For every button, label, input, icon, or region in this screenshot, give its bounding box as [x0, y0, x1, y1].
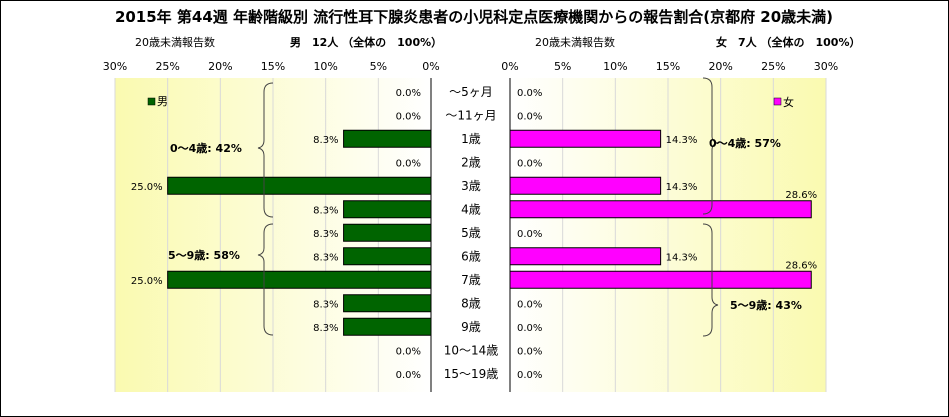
left-data-label: 0.0% [396, 111, 421, 122]
right-tick-label: 30% [814, 60, 838, 73]
left-bar [343, 317, 432, 336]
right-data-label: 14.3% [666, 252, 698, 263]
category-label: 10～14歳 [444, 343, 499, 357]
left-tick-label: 15% [261, 60, 285, 73]
right-data-labels: 0.0% 0.0% 14.3% 0.0% 14.3% 28.6% 0.0% 14.3% 28.6… [517, 88, 817, 381]
right-legend-swatch [773, 97, 782, 106]
category-label: ～5ヶ月 [449, 85, 493, 99]
chart-title: 2015年 第44週 年齢階級別 流行性耳下腺炎患者の小児科定点医療機関からの報… [115, 8, 833, 26]
left-tick-label: 5% [370, 60, 387, 73]
right-tick-label: 15% [656, 60, 680, 73]
category-label: 7歳 [461, 273, 481, 287]
left-bar [343, 129, 432, 148]
right-data-label: 0.0% [517, 229, 542, 240]
right-data-label: 28.6% [785, 190, 817, 201]
left-gridlines [114, 78, 379, 392]
left-bar [343, 247, 432, 266]
category-label: ～11ヶ月 [445, 108, 496, 122]
category-label: 3歳 [461, 179, 481, 193]
left-tick-label: 20% [208, 60, 232, 73]
category-label: 5歳 [461, 226, 481, 240]
right-subtitle-total: 女 7人 （全体の 100%） [716, 35, 860, 49]
right-bar [509, 200, 812, 219]
left-tick-label: 30% [103, 60, 127, 73]
left-subtitle-total: 男 12人 （全体の 100%） [290, 35, 442, 49]
left-group-label-5-9: 5～9歳: 58% [168, 248, 240, 262]
right-tick-labels: 0% 5% 10% 15% 20% 25% 30% [501, 60, 838, 73]
right-data-label: 0.0% [517, 346, 542, 357]
left-data-label: 8.3% [313, 323, 338, 334]
right-tick-label: 5% [554, 60, 571, 73]
right-tick-label: 25% [761, 60, 785, 73]
category-labels: ～5ヶ月 ～11ヶ月 1歳 2歳 3歳 4歳 5歳 6歳 7歳 8歳 9歳 10～14歳 15～19歳 [444, 85, 499, 381]
right-brace-5-9 [702, 223, 719, 337]
right-data-label: 0.0% [517, 111, 542, 122]
right-subtitle-count: 20歳未満報告数 [535, 36, 615, 49]
left-brace-0-4 [257, 82, 274, 218]
right-data-label: 0.0% [517, 88, 542, 99]
left-bar [343, 294, 432, 313]
left-tick-label: 25% [155, 60, 179, 73]
left-bar [167, 270, 432, 289]
category-label: 6歳 [461, 249, 481, 263]
left-tick-labels: 30% 25% 20% 15% 10% 5% 0% [103, 60, 440, 73]
left-subtitle-count: 20歳未満報告数 [135, 36, 215, 49]
left-data-label: 8.3% [313, 205, 338, 216]
right-group-label-5-9: 5～9歳: 43% [730, 298, 802, 312]
right-tick-label: 10% [603, 60, 627, 73]
right-group-label-0-4: 0～4歳: 57% [709, 136, 781, 150]
left-data-label: 25.0% [131, 276, 163, 287]
right-bar [509, 247, 662, 266]
left-data-label: 0.0% [396, 88, 421, 99]
right-data-label: 0.0% [517, 370, 542, 381]
category-label: 8歳 [461, 296, 481, 310]
left-brace-5-9 [257, 223, 274, 336]
left-data-label: 8.3% [313, 135, 338, 146]
right-data-label: 14.3% [666, 135, 698, 146]
right-bar [509, 176, 662, 195]
category-label: 1歳 [461, 132, 481, 146]
right-tick-label: 20% [708, 60, 732, 73]
right-legend-label: 女 [783, 95, 794, 109]
left-bar [343, 200, 432, 219]
left-legend-swatch [147, 97, 156, 106]
left-tick-label: 10% [313, 60, 337, 73]
right-bars [509, 129, 812, 289]
left-bar [343, 223, 432, 242]
right-data-label: 0.0% [517, 158, 542, 169]
category-label: 2歳 [461, 155, 481, 169]
left-legend-label: 男 [157, 95, 168, 108]
left-bar [167, 176, 432, 195]
category-label: 4歳 [461, 202, 481, 216]
right-data-label: 0.0% [517, 299, 542, 310]
right-bar [509, 129, 662, 148]
left-bars [167, 129, 432, 336]
left-data-label: 0.0% [396, 158, 421, 169]
right-data-label: 0.0% [517, 323, 542, 334]
category-label: 9歳 [461, 320, 481, 334]
right-tick-label: 0% [501, 60, 518, 73]
left-data-label: 8.3% [313, 299, 338, 310]
left-group-label-0-4: 0～4歳: 42% [170, 141, 242, 155]
right-brace-0-4 [702, 77, 719, 215]
left-data-label: 0.0% [396, 370, 421, 381]
left-data-label: 8.3% [313, 229, 338, 240]
left-data-labels: 0.0% 0.0% 8.3% 0.0% 25.0% 8.3% 8.3% 8.3% 25.0% 8.… [131, 88, 421, 381]
left-data-label: 0.0% [396, 346, 421, 357]
right-data-label: 14.3% [666, 182, 698, 193]
right-data-label: 28.6% [785, 260, 817, 271]
right-bar [509, 270, 812, 289]
left-data-label: 8.3% [313, 252, 338, 263]
left-data-label: 25.0% [131, 182, 163, 193]
category-label: 15～19歳 [444, 367, 499, 381]
left-tick-label: 0% [422, 60, 439, 73]
